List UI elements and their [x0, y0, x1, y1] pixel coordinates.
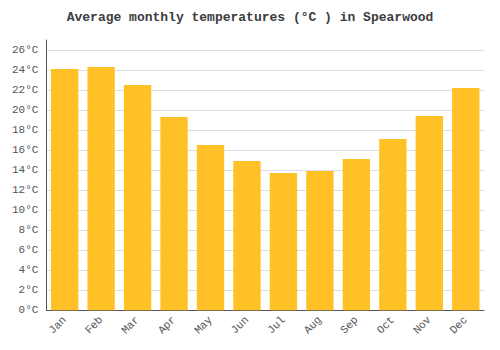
svg-text:26°C: 26°C: [12, 44, 39, 56]
svg-text:Sep: Sep: [338, 314, 360, 336]
svg-text:20°C: 20°C: [12, 104, 39, 116]
svg-text:Feb: Feb: [83, 314, 105, 336]
svg-text:Jan: Jan: [46, 314, 68, 336]
svg-text:Nov: Nov: [411, 314, 434, 337]
svg-text:8°C: 8°C: [19, 224, 39, 236]
svg-text:Jul: Jul: [265, 314, 287, 336]
svg-text:Oct: Oct: [375, 314, 397, 336]
svg-text:4°C: 4°C: [19, 264, 39, 276]
svg-text:0°C: 0°C: [19, 304, 39, 316]
svg-text:Average monthly temperatures (: Average monthly temperatures (°C ) in Sp…: [67, 10, 434, 25]
svg-text:Mar: Mar: [119, 314, 141, 336]
svg-text:18°C: 18°C: [12, 124, 39, 136]
svg-text:Jun: Jun: [229, 314, 251, 336]
svg-text:14°C: 14°C: [12, 164, 39, 176]
svg-text:10°C: 10°C: [12, 204, 39, 216]
svg-text:16°C: 16°C: [12, 144, 39, 156]
svg-text:12°C: 12°C: [12, 184, 39, 196]
svg-text:May: May: [192, 314, 215, 337]
svg-text:2°C: 2°C: [19, 284, 39, 296]
svg-text:Dec: Dec: [448, 314, 470, 336]
svg-text:Apr: Apr: [156, 314, 178, 336]
svg-text:6°C: 6°C: [19, 244, 39, 256]
svg-text:22°C: 22°C: [12, 84, 39, 96]
svg-text:24°C: 24°C: [12, 64, 39, 76]
svg-text:Aug: Aug: [302, 314, 324, 336]
